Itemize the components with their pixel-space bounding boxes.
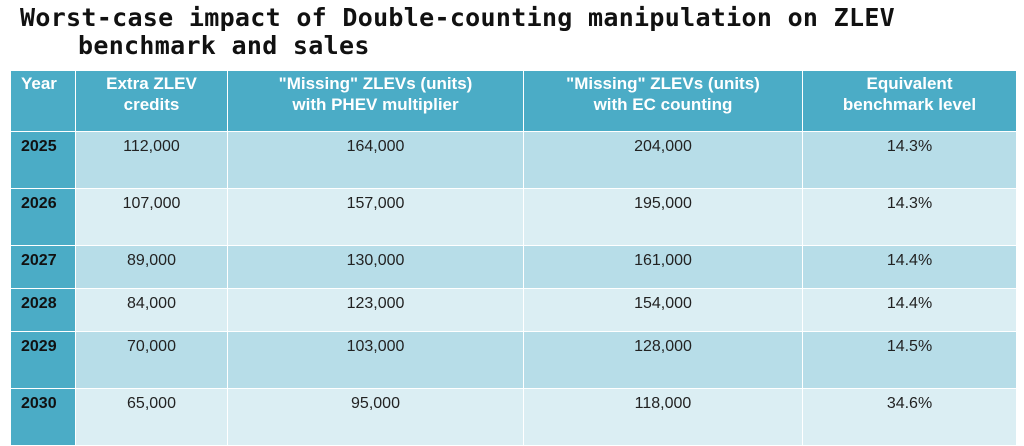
cell-year: 2027 bbox=[10, 245, 76, 289]
cell-benchmark: 14.4% bbox=[802, 245, 1017, 289]
cell-benchmark: 34.6% bbox=[802, 388, 1017, 446]
page-title: Worst-case impact of Double-counting man… bbox=[20, 4, 1010, 60]
table-header-row: Year Extra ZLEV credits "Missing" ZLEVs (… bbox=[10, 70, 1017, 132]
cell-benchmark: 14.3% bbox=[802, 188, 1017, 246]
header-missing-ec: "Missing" ZLEVs (units) with EC counting bbox=[523, 70, 803, 132]
cell-credits: 89,000 bbox=[75, 245, 228, 289]
cell-phev: 130,000 bbox=[227, 245, 524, 289]
cell-benchmark: 14.5% bbox=[802, 331, 1017, 389]
cell-credits: 107,000 bbox=[75, 188, 228, 246]
cell-ec: 161,000 bbox=[523, 245, 803, 289]
table-row: 2029 70,000 103,000 128,000 14.5% bbox=[10, 331, 1017, 389]
cell-year: 2030 bbox=[10, 388, 76, 446]
cell-benchmark: 14.3% bbox=[802, 131, 1017, 189]
title-line-1: Worst-case impact of Double-counting man… bbox=[20, 3, 896, 32]
cell-year: 2029 bbox=[10, 331, 76, 389]
cell-phev: 164,000 bbox=[227, 131, 524, 189]
cell-credits: 65,000 bbox=[75, 388, 228, 446]
cell-ec: 195,000 bbox=[523, 188, 803, 246]
header-extra-credits: Extra ZLEV credits bbox=[75, 70, 228, 132]
cell-phev: 157,000 bbox=[227, 188, 524, 246]
title-line-2: benchmark and sales bbox=[78, 31, 370, 60]
table-row: 2028 84,000 123,000 154,000 14.4% bbox=[10, 288, 1017, 332]
cell-ec: 154,000 bbox=[523, 288, 803, 332]
cell-ec: 204,000 bbox=[523, 131, 803, 189]
cell-benchmark: 14.4% bbox=[802, 288, 1017, 332]
header-benchmark: Equivalent benchmark level bbox=[802, 70, 1017, 132]
table-row: 2026 107,000 157,000 195,000 14.3% bbox=[10, 188, 1017, 246]
cell-year: 2025 bbox=[10, 131, 76, 189]
impact-table: Year Extra ZLEV credits "Missing" ZLEVs (… bbox=[10, 70, 1017, 446]
cell-year: 2026 bbox=[10, 188, 76, 246]
cell-ec: 128,000 bbox=[523, 331, 803, 389]
header-missing-phev: "Missing" ZLEVs (units) with PHEV multipl… bbox=[227, 70, 524, 132]
cell-credits: 84,000 bbox=[75, 288, 228, 332]
cell-ec: 118,000 bbox=[523, 388, 803, 446]
table-row: 2030 65,000 95,000 118,000 34.6% bbox=[10, 388, 1017, 446]
cell-phev: 95,000 bbox=[227, 388, 524, 446]
header-year: Year bbox=[10, 70, 76, 132]
cell-credits: 70,000 bbox=[75, 331, 228, 389]
cell-phev: 123,000 bbox=[227, 288, 524, 332]
cell-phev: 103,000 bbox=[227, 331, 524, 389]
table-row: 2027 89,000 130,000 161,000 14.4% bbox=[10, 245, 1017, 289]
cell-year: 2028 bbox=[10, 288, 76, 332]
table-row: 2025 112,000 164,000 204,000 14.3% bbox=[10, 131, 1017, 189]
cell-credits: 112,000 bbox=[75, 131, 228, 189]
